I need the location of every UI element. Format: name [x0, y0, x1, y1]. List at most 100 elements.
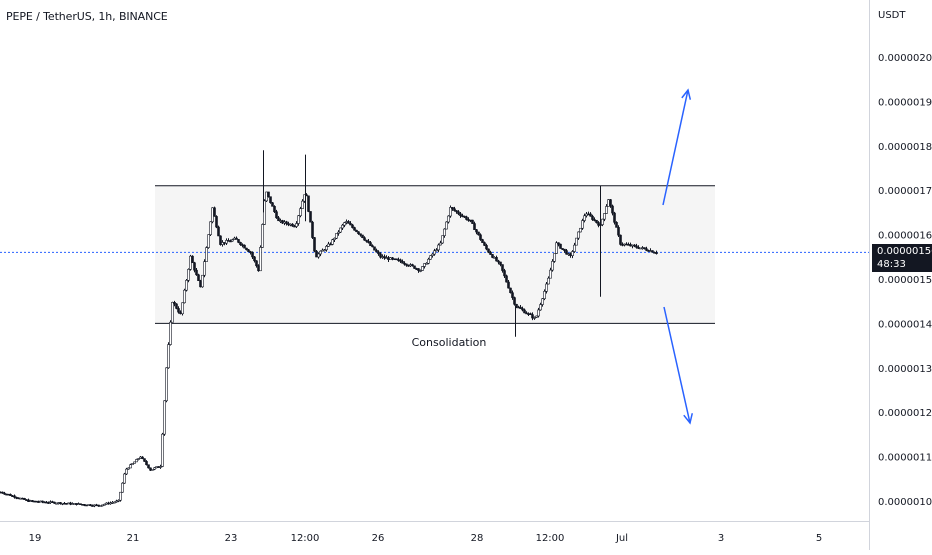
candle-body	[537, 309, 540, 317]
candle-body	[125, 468, 128, 475]
candle-body	[365, 239, 368, 242]
candle-body	[483, 242, 486, 246]
candle-body	[513, 297, 516, 305]
candle-body	[559, 243, 562, 249]
candle-body	[139, 456, 142, 459]
candle-body	[347, 221, 350, 224]
candle-body	[175, 303, 178, 309]
candle-body	[297, 215, 300, 224]
candle-body	[151, 468, 154, 471]
candle-body	[163, 400, 166, 435]
candle-body	[367, 240, 370, 243]
arrow-up[interactable]	[662, 88, 692, 206]
candle-body	[129, 464, 132, 469]
candle-body	[337, 231, 340, 234]
candle-body	[611, 205, 614, 214]
candle-body	[115, 500, 118, 503]
candle-body	[453, 208, 456, 211]
candle-body	[83, 504, 86, 506]
candle-body	[301, 200, 304, 209]
candle-body	[447, 215, 450, 223]
candle-body	[515, 303, 518, 308]
arrow-up-head[interactable]	[681, 88, 692, 100]
candle-body	[81, 504, 84, 506]
candle-body	[241, 244, 244, 246]
candle-body	[229, 240, 232, 243]
candle-body	[259, 247, 262, 272]
candle-body	[635, 245, 638, 248]
projection-arrows[interactable]	[662, 88, 694, 425]
candle-body	[597, 222, 600, 226]
candle-body	[97, 504, 100, 507]
candle-body	[109, 502, 112, 505]
candle-body	[145, 461, 148, 466]
candle-body	[113, 501, 116, 504]
candle-body	[143, 458, 146, 462]
candle-body	[155, 466, 158, 469]
candle-body	[91, 505, 94, 507]
candle-body	[147, 464, 150, 469]
candle-body	[313, 237, 316, 252]
time-tick-label: 3	[718, 533, 724, 544]
candle-body	[149, 467, 152, 471]
candle-body	[5, 493, 8, 496]
candle-body	[69, 502, 72, 505]
candle-body	[309, 211, 312, 223]
candle-body	[391, 257, 394, 260]
currency-unit[interactable]: USDT	[878, 10, 906, 21]
candle-body	[235, 237, 238, 240]
candle-body	[349, 223, 352, 226]
candle-body	[539, 304, 542, 311]
candle-body	[71, 503, 74, 505]
candle-body	[213, 207, 216, 217]
candle-body	[575, 237, 578, 246]
candle-body	[503, 270, 506, 277]
candle-body	[117, 499, 120, 502]
candle-body	[605, 206, 608, 214]
candle-body	[135, 459, 138, 463]
candle-body	[417, 268, 420, 271]
candle-body	[471, 219, 474, 224]
candle-body	[609, 199, 612, 207]
candle-body	[267, 191, 270, 197]
time-tick-label: Jul	[615, 533, 628, 544]
candle-body	[269, 196, 272, 204]
candle-body	[277, 217, 280, 222]
candle-body	[239, 242, 242, 245]
arrow-down[interactable]	[663, 306, 694, 425]
candle-body	[651, 250, 654, 253]
arrow-down-shaft[interactable]	[663, 306, 691, 424]
candle-body	[379, 253, 382, 258]
candle-body	[317, 253, 320, 258]
candle-body	[127, 467, 130, 470]
candle-body	[571, 251, 574, 257]
candle-body	[53, 501, 56, 504]
candle-body	[645, 248, 648, 251]
candle-body	[589, 213, 592, 217]
candle-body	[433, 250, 436, 255]
candle-body	[105, 502, 108, 505]
candle-body	[495, 257, 498, 262]
candle-body	[231, 239, 234, 242]
candle-body	[243, 244, 246, 249]
candle-body	[11, 495, 14, 498]
arrow-down-head[interactable]	[683, 413, 694, 425]
candle-body	[205, 247, 208, 262]
candle-body	[63, 502, 66, 505]
arrow-up-shaft[interactable]	[662, 89, 689, 206]
candle-body	[167, 344, 170, 369]
time-tick-label: 21	[127, 533, 140, 544]
candle-body	[491, 254, 494, 258]
candle-body	[67, 502, 70, 505]
candle-body	[65, 503, 68, 505]
candle-body	[161, 433, 164, 467]
candle-body	[521, 308, 524, 311]
candle-body	[487, 248, 490, 253]
time-tick-label: 23	[225, 533, 238, 544]
candles	[0, 150, 658, 508]
candle-body	[237, 239, 240, 243]
candle-body	[411, 264, 414, 267]
